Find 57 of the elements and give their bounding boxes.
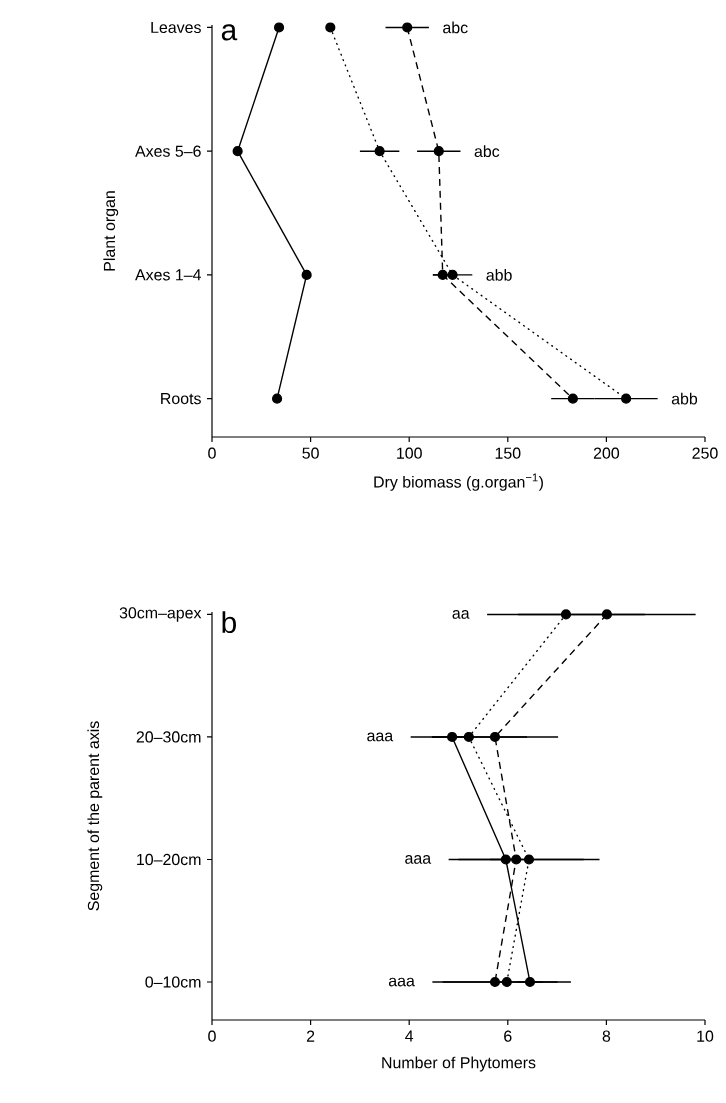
point	[500, 854, 511, 865]
x-tick-label: 2	[306, 1030, 315, 1042]
annotation: abb	[671, 392, 698, 405]
x-tick-label: 10	[697, 1030, 714, 1042]
point	[489, 976, 501, 988]
point	[374, 146, 385, 157]
x-tick-label: 6	[504, 1030, 512, 1042]
point	[301, 269, 312, 280]
y-tick-label: 10–20cm	[137, 853, 201, 866]
x-tick-label: 100	[397, 447, 422, 459]
point	[433, 146, 444, 157]
annotation: aa	[452, 610, 470, 619]
annotation: b	[222, 611, 236, 634]
point	[463, 731, 474, 743]
point	[524, 976, 536, 988]
point	[325, 22, 336, 33]
point	[511, 854, 522, 865]
y-tick-label: Axes 5–6	[135, 145, 201, 157]
point	[447, 269, 458, 280]
annotation: abc	[474, 145, 500, 158]
x-tick-label: 0	[208, 1030, 216, 1042]
y-tick-label: Axes 1–4	[135, 269, 201, 281]
point	[271, 393, 283, 404]
y-tick-label: Roots	[161, 393, 201, 405]
y-tick-label: 20–30cm	[136, 731, 201, 743]
x-axis-title: Number of Phytomers	[382, 1056, 536, 1072]
x-tick-label: 50	[302, 447, 319, 459]
x-tick-label: 150	[495, 447, 521, 459]
point	[567, 393, 578, 404]
point	[621, 393, 632, 404]
annotation: abc	[443, 21, 468, 34]
annotation: abb	[486, 269, 512, 281]
point	[402, 22, 413, 33]
y-tick-label: Leaves	[151, 21, 201, 34]
point	[560, 609, 572, 620]
annotation: aaa	[367, 732, 394, 742]
y-axis-title: Segment of the parent axis	[87, 721, 103, 911]
x-tick-label: 4	[405, 1030, 414, 1042]
point	[437, 269, 448, 280]
x-tick-label: 200	[593, 447, 620, 459]
x-axis-title: Dry biomass (g.organ$^{−1}$)	[374, 473, 543, 491]
point	[447, 731, 458, 743]
x-tick-label: 250	[692, 447, 718, 459]
y-axis-title: Plant organ	[103, 191, 119, 271]
x-tick-label: 8	[602, 1030, 611, 1042]
point	[601, 609, 612, 620]
point	[523, 854, 535, 865]
y-tick-label: 30cm–apex	[119, 607, 202, 622]
annotation: a	[221, 24, 238, 41]
x-tick-label: 0	[208, 447, 216, 459]
point	[489, 731, 501, 743]
y-tick-label: 0–10cm	[145, 976, 201, 988]
annotation: aaa	[388, 977, 415, 987]
annotation: aaa	[405, 855, 432, 864]
point	[501, 976, 512, 988]
point	[232, 146, 243, 157]
point	[273, 22, 285, 33]
